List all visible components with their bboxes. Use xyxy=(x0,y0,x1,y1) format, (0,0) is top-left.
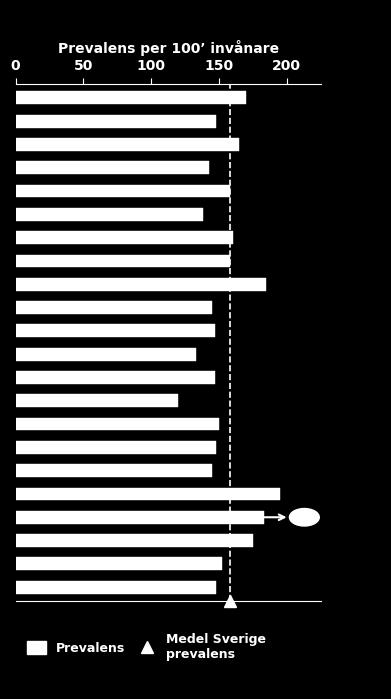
Bar xyxy=(16,348,196,361)
Bar xyxy=(16,488,280,500)
Bar xyxy=(16,115,216,128)
Bar xyxy=(16,185,230,198)
Bar xyxy=(16,138,239,151)
Ellipse shape xyxy=(289,509,319,526)
Bar xyxy=(16,231,233,244)
Bar xyxy=(16,278,266,291)
Bar xyxy=(16,558,222,570)
Bar xyxy=(16,441,216,454)
Bar xyxy=(16,161,210,174)
Bar xyxy=(16,324,215,338)
Bar xyxy=(16,208,203,221)
Bar xyxy=(16,581,216,593)
Bar xyxy=(16,394,178,407)
Legend: Prevalens, Medel Sverige
prevalens: Prevalens, Medel Sverige prevalens xyxy=(22,628,271,666)
Bar xyxy=(16,371,215,384)
Bar xyxy=(16,511,264,524)
Bar xyxy=(16,464,212,477)
Bar xyxy=(16,534,253,547)
Bar xyxy=(16,418,219,431)
Bar xyxy=(16,301,212,314)
Bar xyxy=(16,254,230,268)
X-axis label: Prevalens per 100’ invånare: Prevalens per 100’ invånare xyxy=(57,40,279,55)
Bar xyxy=(16,92,246,104)
